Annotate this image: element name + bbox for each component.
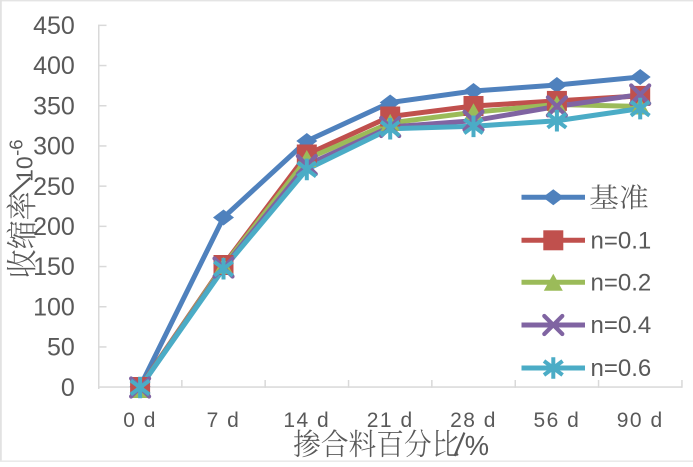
svg-text:90 d: 90 d (617, 409, 664, 432)
svg-text:50: 50 (47, 334, 75, 362)
svg-text:28 d: 28 d (450, 409, 497, 432)
svg-text:200: 200 (33, 213, 75, 241)
svg-text:250: 250 (33, 173, 75, 201)
svg-text:100: 100 (33, 293, 75, 321)
svg-text:n=0.1: n=0.1 (591, 228, 652, 255)
svg-text:56 d: 56 d (533, 409, 580, 432)
svg-text:350: 350 (33, 92, 75, 120)
svg-text:n=0.2: n=0.2 (591, 270, 652, 297)
svg-text:n=0.6: n=0.6 (591, 355, 652, 382)
svg-text:n=0.4: n=0.4 (591, 312, 652, 339)
svg-text:%: % (465, 430, 489, 461)
svg-text:450: 450 (33, 12, 75, 40)
svg-text:0 d: 0 d (123, 409, 157, 432)
svg-text:7 d: 7 d (207, 409, 241, 432)
svg-text:14 d: 14 d (283, 409, 330, 432)
svg-text:0: 0 (61, 374, 75, 402)
svg-text:21 d: 21 d (367, 409, 414, 432)
svg-text:10: 10 (11, 156, 37, 182)
svg-text:300: 300 (33, 133, 75, 161)
svg-text:400: 400 (33, 52, 75, 80)
svg-text:-6: -6 (5, 139, 26, 155)
svg-text:150: 150 (33, 253, 75, 281)
